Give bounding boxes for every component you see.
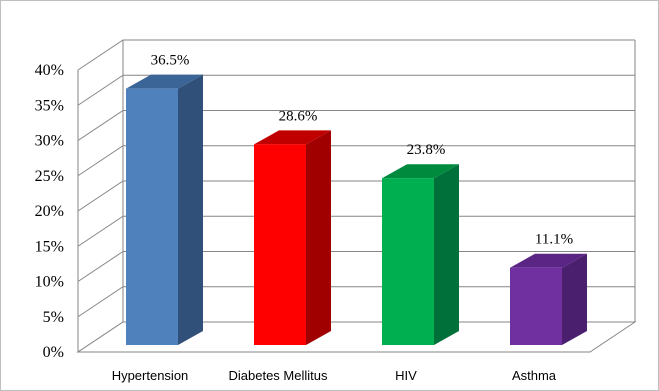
y-axis-tick-labels: 0% 5% 10% 15% 20% 25% 30% 35% 40% bbox=[35, 62, 64, 361]
bar-diabetes-mellitus bbox=[254, 130, 331, 345]
y-tick-label: 15% bbox=[35, 238, 64, 255]
bar-asthma bbox=[510, 253, 587, 345]
y-tick-label: 10% bbox=[35, 274, 64, 291]
bar-front-face bbox=[382, 178, 434, 345]
y-tick-label: 35% bbox=[35, 97, 64, 114]
y-tick-label: 5% bbox=[43, 309, 64, 326]
bar-side-face bbox=[562, 253, 587, 345]
y-tick-label: 30% bbox=[35, 133, 64, 150]
bar-top-face bbox=[382, 164, 459, 179]
y-tick-label: 25% bbox=[35, 168, 64, 185]
data-label: 36.5% bbox=[151, 53, 190, 69]
floor-plane bbox=[76, 321, 637, 353]
bar-top-face bbox=[510, 253, 587, 268]
data-labels: 36.5% 28.6% 23.8% 11.1% bbox=[151, 53, 573, 248]
data-label: 11.1% bbox=[535, 232, 573, 248]
bar-hypertension bbox=[126, 74, 203, 346]
bar-front-face bbox=[510, 267, 562, 345]
gridlines bbox=[77, 39, 636, 353]
bar-front-face bbox=[254, 144, 306, 345]
chart-floor bbox=[76, 321, 637, 353]
bar-hiv bbox=[382, 164, 459, 345]
bar-top-face bbox=[254, 130, 331, 145]
bar-top-face bbox=[126, 74, 203, 89]
bar-front-face bbox=[126, 88, 178, 346]
bar-side-face bbox=[178, 74, 203, 346]
x-axis-category-labels: Hypertension Diabetes Mellitus HIV Asthma bbox=[112, 368, 557, 383]
x-category-label: Diabetes Mellitus bbox=[229, 368, 328, 383]
x-category-label: Asthma bbox=[512, 368, 557, 383]
bars bbox=[126, 74, 587, 346]
y-tick-label: 40% bbox=[35, 62, 64, 79]
y-tick-label: 20% bbox=[35, 203, 64, 220]
bar-side-face bbox=[434, 164, 459, 345]
data-label: 23.8% bbox=[407, 142, 446, 158]
x-category-label: HIV bbox=[395, 368, 417, 383]
y-tick-label: 0% bbox=[43, 344, 64, 361]
bar-side-face bbox=[306, 130, 331, 345]
data-label: 28.6% bbox=[279, 108, 318, 124]
x-category-label: Hypertension bbox=[112, 368, 189, 383]
